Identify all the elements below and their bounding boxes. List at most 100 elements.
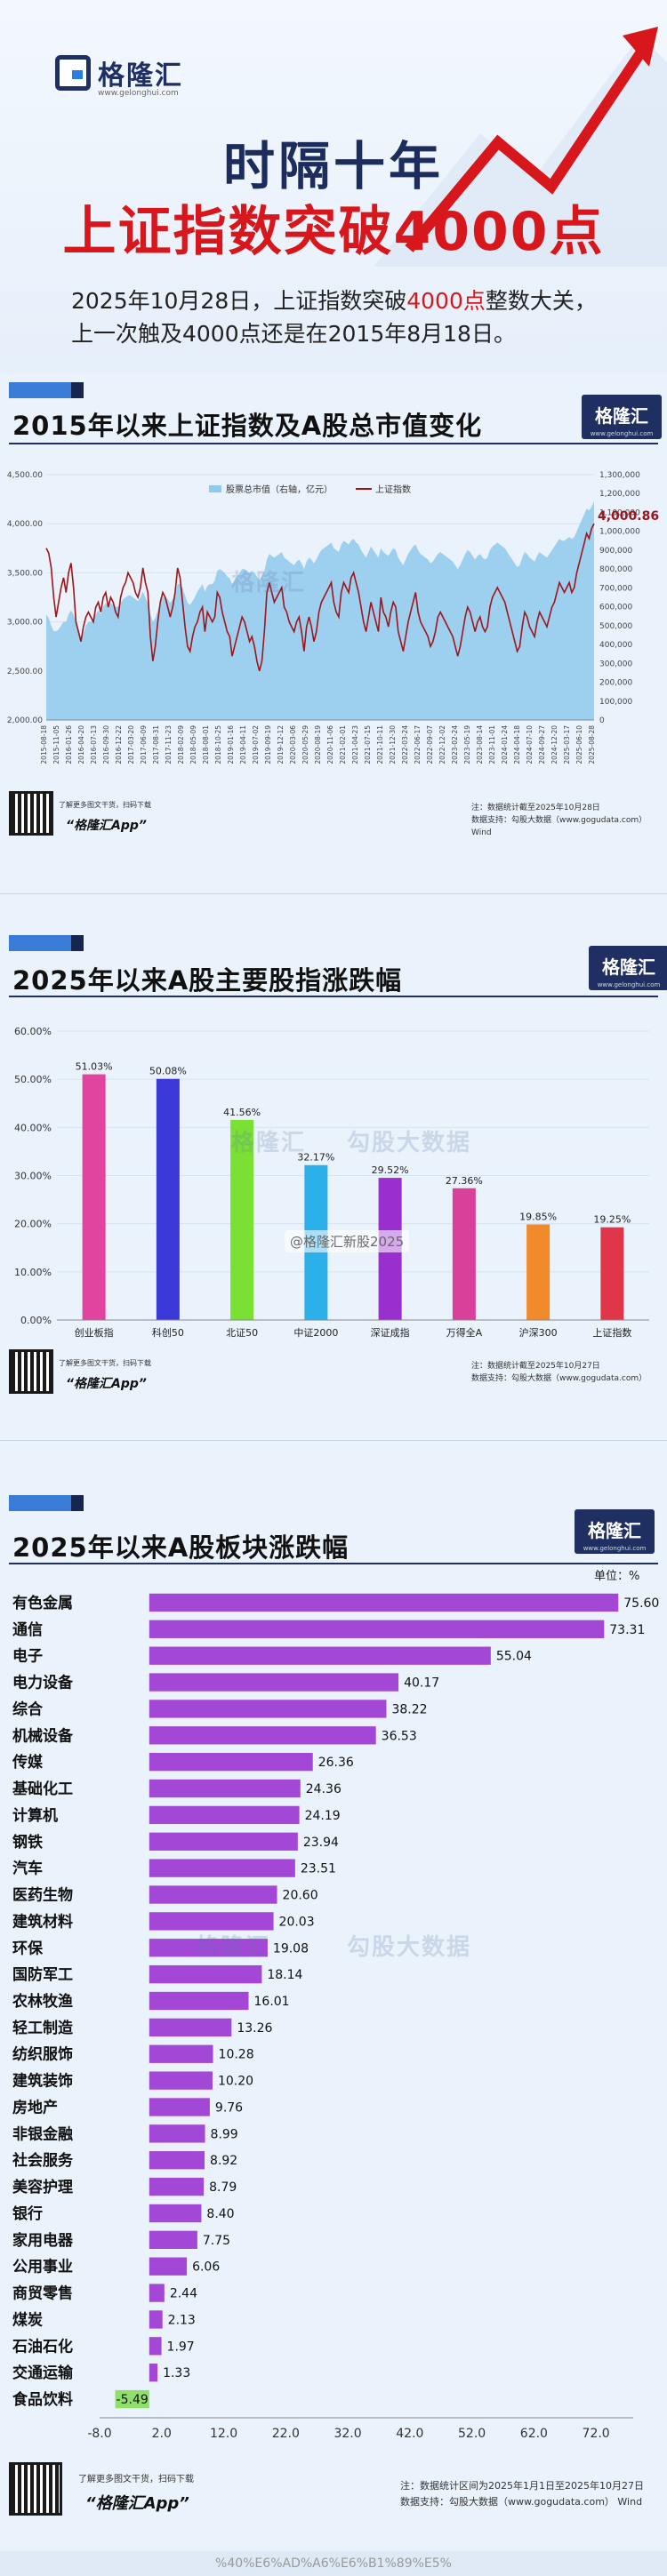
chart3-note: 注：数据统计区间为2025年1月1日至2025年10月27日 数据支持：勾股大数… xyxy=(400,2478,644,2510)
x-tick-label: 2019-01-16 xyxy=(227,725,235,764)
bar xyxy=(156,1078,180,1320)
bar-value-label: 8.40 xyxy=(206,2207,234,2221)
x-category-label: 沪深300 xyxy=(519,1326,558,1339)
y-category-label: 轻工制造 xyxy=(12,2019,74,2037)
bar xyxy=(149,1726,376,1745)
x-category-label: 创业板指 xyxy=(75,1326,114,1339)
right-tick-label: 1,000,000 xyxy=(599,528,640,537)
right-tick-label: 600,000 xyxy=(599,604,632,612)
x-tick-label: 2021-10-11 xyxy=(376,725,384,764)
chart1-title: 2015年以来上证指数及A股总市值变化 xyxy=(12,411,483,441)
x-tick-label: 2017-03-20 xyxy=(127,725,135,764)
x-tick-label: 2021-02-01 xyxy=(339,725,347,764)
x-tick-label: 2019-07-02 xyxy=(252,725,260,764)
x-tick-label: 2024-01-24 xyxy=(501,725,509,764)
y-category-label: 钢铁 xyxy=(12,1833,43,1852)
x-tick-label: 2021-12-30 xyxy=(389,725,397,764)
x-tick-label: 2025-06-10 xyxy=(575,725,583,764)
section-bar-1 xyxy=(9,382,84,398)
badge-url: www.gelonghui.com xyxy=(597,981,661,988)
x-tick-label: 2025-03-17 xyxy=(563,725,571,764)
right-tick-label: 900,000 xyxy=(599,547,632,556)
y-tick-label: 40.00% xyxy=(14,1122,52,1133)
bar xyxy=(149,1646,491,1665)
y-category-label: 电子 xyxy=(12,1647,43,1666)
right-tick-label: 100,000 xyxy=(599,698,632,707)
bar xyxy=(149,1753,313,1772)
bar-value-label: 1.33 xyxy=(163,2366,190,2380)
left-tick-label: 4,000.00 xyxy=(7,520,43,529)
right-tick-label: 1,300,000 xyxy=(599,471,640,480)
badge-name: 格隆汇 xyxy=(588,1520,641,1541)
legend-cap-label: 股票总市值（右轴，亿元） xyxy=(226,484,333,495)
right-tick-label: 500,000 xyxy=(599,622,632,631)
x-tick-label: 2021-04-23 xyxy=(351,725,359,764)
headline-line1: 时隔十年 xyxy=(222,136,444,196)
y-category-label: 通信 xyxy=(12,1620,43,1639)
bar xyxy=(149,1620,605,1638)
brand-url: www.gelonghui.com xyxy=(98,89,179,98)
x-tick-label: 2023-05-19 xyxy=(463,725,471,764)
app-name-3: “格隆汇App” xyxy=(85,2494,189,2513)
bar xyxy=(115,2389,149,2409)
bar-value-label: 29.52% xyxy=(372,1164,409,1176)
intro-highlight: 4000点 xyxy=(406,288,486,314)
x-category-label: 万得全A xyxy=(446,1326,483,1339)
chart3-note-line2: 数据支持：勾股大数据（www.gogudata.com） Wind xyxy=(400,2496,643,2508)
x-tick-label: 62.0 xyxy=(520,2427,548,2441)
y-category-label: 环保 xyxy=(12,1939,44,1957)
right-tick-label: 200,000 xyxy=(599,679,632,688)
y-category-label: 纺织服饰 xyxy=(12,2045,73,2064)
section-line-3 xyxy=(9,1563,658,1564)
y-category-label: 电力设备 xyxy=(12,1674,74,1692)
brand-badge-1: 格隆汇 www.gelonghui.com xyxy=(582,395,662,439)
x-tick-label: 2021-07-15 xyxy=(364,725,372,764)
x-tick-label: 2022-06-17 xyxy=(414,725,422,764)
y-category-label: 建筑材料 xyxy=(12,1912,73,1931)
watermark-brand-2: 格隆汇 xyxy=(231,1130,307,1156)
section-bar-2 xyxy=(9,935,84,951)
bar-value-label: 10.20 xyxy=(218,2075,253,2089)
bar xyxy=(149,2204,202,2223)
legend-cap-swatch xyxy=(209,485,221,492)
bar xyxy=(149,1805,300,1825)
x-tick-label: 2017-11-23 xyxy=(165,725,173,764)
x-category-label: 北证50 xyxy=(226,1327,258,1339)
x-tick-label: 2016-01-26 xyxy=(65,725,73,764)
qr-code-2 xyxy=(9,1349,53,1394)
y-tick-label: 0.00% xyxy=(20,1315,52,1326)
bar-value-label: 36.53 xyxy=(382,1729,417,1743)
x-tick-label: 2015-08-18 xyxy=(40,725,48,764)
badge-name: 格隆汇 xyxy=(602,956,655,978)
x-tick-label: 2022-03-24 xyxy=(401,725,409,764)
y-tick-label: 60.00% xyxy=(14,1026,52,1037)
y-category-label: 建筑装饰 xyxy=(12,2072,73,2091)
bar-value-label: 19.85% xyxy=(519,1211,557,1222)
app-name-2: “格隆汇App” xyxy=(66,1377,147,1391)
intro-text: 2025年10月28日，上证指数突破4000点整数大关， 上一次触及4000点还… xyxy=(71,284,623,350)
left-tick-label: 2,500.00 xyxy=(7,668,43,676)
bar-value-label: 18.14 xyxy=(267,1968,302,1982)
x-tick-label: 2020-03-06 xyxy=(289,725,297,764)
bar xyxy=(149,2310,163,2329)
chart3-title: 2025年以来A股板块涨跌幅 xyxy=(12,1532,350,1563)
y-category-label: 农林牧渔 xyxy=(12,1992,73,2011)
y-category-label: 公用事业 xyxy=(12,2259,73,2276)
bar-value-label: 7.75 xyxy=(203,2234,230,2248)
y-category-label: 基础化工 xyxy=(12,1780,73,1798)
bar xyxy=(526,1224,550,1320)
chart2-note: 注：数据统计截至2025年10月27日 数据支持：勾股大数据（www.gogud… xyxy=(471,1360,647,1385)
bar xyxy=(149,1991,249,2011)
bar-value-label: 8.79 xyxy=(209,2180,237,2195)
intro-part2: 整数大关， xyxy=(485,288,597,314)
bar xyxy=(149,2124,205,2143)
chart1-note-line2: 数据支持：勾股大数据（www.gogudata.com） Wind xyxy=(471,816,647,837)
x-tick-label: 2018-10-25 xyxy=(214,725,222,764)
qr-code-3 xyxy=(9,2462,62,2516)
brand-badge-3: 格隆汇 www.gelonghui.com xyxy=(575,1509,655,1554)
x-tick-label: 2024-04-18 xyxy=(513,725,521,764)
x-tick-label: 2022-09-07 xyxy=(426,725,434,764)
x-tick-label: 2020-08-19 xyxy=(314,725,322,764)
right-tick-label: 400,000 xyxy=(599,641,632,650)
rising-arrow-decoration xyxy=(374,27,667,267)
